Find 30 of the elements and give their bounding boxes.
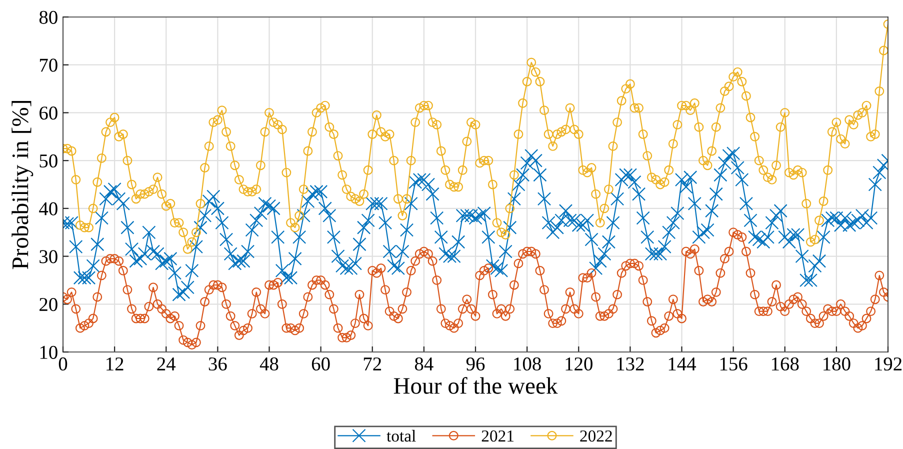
y-tick-label: 10 <box>40 346 58 359</box>
y-tick-label: 70 <box>40 58 58 72</box>
y-tick-label: 20 <box>40 298 58 312</box>
x-tick-label: 84 <box>414 357 434 371</box>
x-tick-label: 168 <box>772 357 799 371</box>
y-tick-label: 80 <box>39 10 58 24</box>
x-axis-title: Hour of the week <box>394 377 558 394</box>
x-tick-label: 12 <box>106 357 124 370</box>
y-tick-label: 50 <box>40 154 58 168</box>
x-tick-label: 60 <box>312 357 330 371</box>
x-tick-label: 132 <box>617 357 644 371</box>
x-tick-label: 96 <box>466 357 485 371</box>
legend-label: 2022 <box>580 430 612 442</box>
y-tick-label: 40 <box>39 202 58 216</box>
y-axis-title: Probability in [%] <box>12 101 34 270</box>
x-tick-label: 180 <box>824 357 850 371</box>
legend-label: total <box>386 430 416 442</box>
x-tick-label: 156 <box>720 357 748 371</box>
x-tick-label: 24 <box>157 357 176 370</box>
x-tick-label: 120 <box>566 357 592 371</box>
legend-label: 2021 <box>482 430 514 442</box>
x-tick-label: 48 <box>260 357 278 371</box>
y-tick-label: 30 <box>40 250 58 264</box>
y-tick-label: 60 <box>40 106 58 120</box>
x-tick-label: 72 <box>364 357 382 370</box>
x-tick-label: 36 <box>208 357 227 371</box>
x-tick-label: 144 <box>668 358 696 370</box>
x-tick-label: 0 <box>58 357 68 371</box>
x-tick-label: 108 <box>514 357 541 371</box>
x-tick-label: 192 <box>875 357 902 371</box>
